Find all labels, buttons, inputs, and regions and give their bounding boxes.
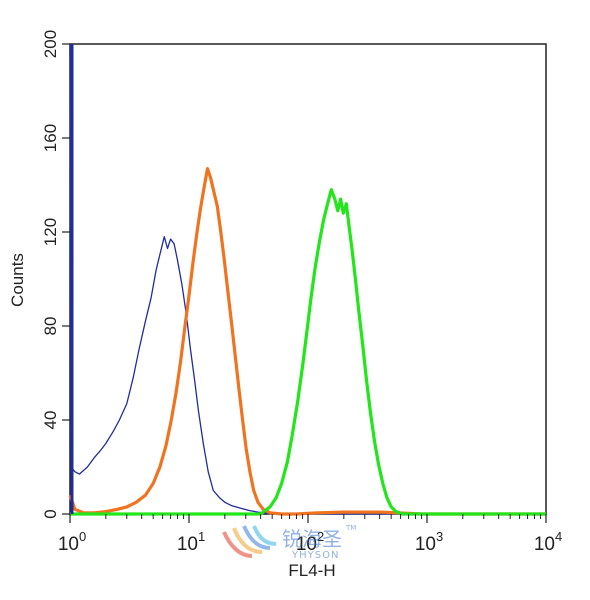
y-tick-label: 0 xyxy=(41,509,60,518)
x-tick-label: 100 xyxy=(58,529,86,555)
brand-watermark-logo: 锐海圣 TM YHYSON xyxy=(222,524,356,561)
x-axis-ticks: 100 101 102 103 104 xyxy=(58,514,562,555)
y-tick-label: 40 xyxy=(41,411,60,430)
series-layer xyxy=(68,43,546,516)
y-tick-label: 120 xyxy=(41,218,60,246)
y-tick-label: 160 xyxy=(41,124,60,152)
y-tick-label: 80 xyxy=(41,317,60,336)
x-tick-label: 104 xyxy=(534,529,562,555)
histogram-series-1 xyxy=(69,43,546,515)
y-axis-ticks: 0 40 80 120 160 200 xyxy=(41,30,70,519)
watermark-chinese: 锐海圣 xyxy=(282,527,342,551)
x-tick-label: 102 xyxy=(296,529,324,555)
histogram-series-3 xyxy=(70,188,546,516)
watermark-tm: TM xyxy=(345,524,356,532)
y-tick-label: 200 xyxy=(41,30,60,58)
watermark-english: YHYSON xyxy=(291,550,339,561)
histogram-series-2 xyxy=(68,167,546,516)
x-tick-label: 103 xyxy=(415,529,443,555)
x-tick-label: 101 xyxy=(177,529,205,555)
y-axis-title: Counts xyxy=(8,253,27,307)
x-axis-title: FL4-H xyxy=(288,561,335,580)
